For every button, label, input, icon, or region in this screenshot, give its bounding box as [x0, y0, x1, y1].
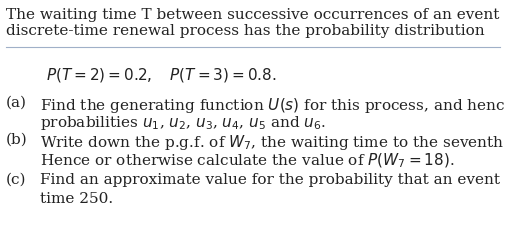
- Text: Hence or otherwise calculate the value of $P(W_7=18)$.: Hence or otherwise calculate the value o…: [40, 151, 454, 170]
- Text: (b): (b): [6, 133, 28, 147]
- Text: time 250.: time 250.: [40, 192, 114, 206]
- Text: Find the generating function $U(s)$ for this process, and hence find the: Find the generating function $U(s)$ for …: [40, 96, 505, 115]
- Text: Find an approximate value for the probability that an event occurs at: Find an approximate value for the probab…: [40, 173, 505, 187]
- Text: discrete-time renewal process has the probability: discrete-time renewal process has the pr…: [6, 24, 393, 38]
- Text: discrete-time renewal process has the probability distribution: discrete-time renewal process has the pr…: [6, 24, 484, 38]
- Text: (c): (c): [6, 173, 27, 187]
- Text: $P(T=2)=0.2, \quad P(T=3)=0.8.$: $P(T=2)=0.2, \quad P(T=3)=0.8.$: [45, 66, 275, 84]
- Text: probabilities $u_1$, $u_2$, $u_3$, $u_4$, $u_5$ and $u_6$.: probabilities $u_1$, $u_2$, $u_3$, $u_4$…: [40, 114, 326, 132]
- Text: (a): (a): [6, 96, 27, 110]
- Text: The waiting time T between successive occurrences of an event E in a: The waiting time T between successive oc…: [6, 8, 505, 22]
- Text: distribution: distribution: [6, 24, 96, 38]
- Text: Write down the p.g.f. of $W_7$, the waiting time to the seventh event.: Write down the p.g.f. of $W_7$, the wait…: [40, 133, 505, 152]
